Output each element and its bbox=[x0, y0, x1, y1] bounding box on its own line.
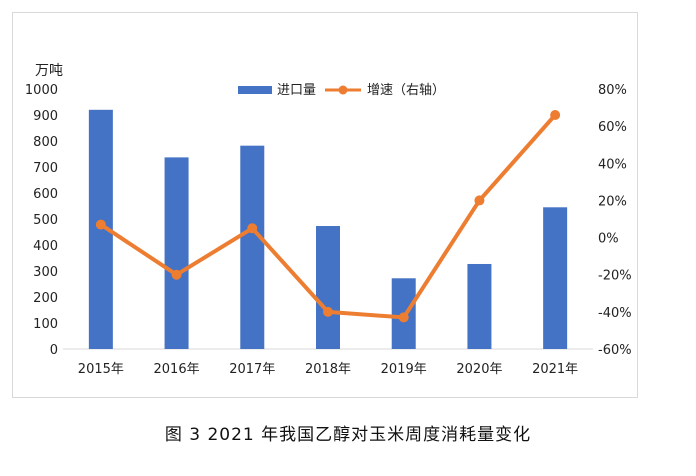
x-tick-label: 2021年 bbox=[532, 362, 578, 377]
bar bbox=[467, 263, 492, 349]
left-axis-unit: 万吨 bbox=[35, 63, 63, 79]
left-tick-label: 300 bbox=[33, 265, 58, 280]
figure-caption: 图 3 2021 年我国乙醇对玉米周度消耗量变化 bbox=[164, 425, 532, 445]
x-tick-label: 2019年 bbox=[381, 362, 427, 377]
line-point bbox=[95, 219, 106, 230]
right-tick-label: 0% bbox=[598, 232, 619, 247]
combo-chart: 万吨 进口量 增速（右轴） 0 100 200 300 400 500 600 700 800 9… bbox=[25, 63, 632, 377]
legend-label-line: 增速（右轴） bbox=[367, 83, 445, 98]
line-point bbox=[247, 223, 258, 234]
right-axis-ticks: -60% -40% -20% 0% 20% 40% 60% 80% bbox=[598, 83, 632, 358]
bar bbox=[316, 226, 340, 349]
chart-frame: 万吨 进口量 增速（右轴） 0 100 200 300 400 500 600 700 800 9… bbox=[12, 12, 638, 398]
left-tick-label: 900 bbox=[33, 109, 58, 124]
left-tick-label: 0 bbox=[50, 343, 58, 358]
right-tick-label: 20% bbox=[598, 194, 627, 209]
legend-marker-line bbox=[338, 85, 348, 95]
right-tick-label: -40% bbox=[598, 306, 632, 321]
left-tick-label: 400 bbox=[33, 239, 58, 254]
right-tick-label: -60% bbox=[598, 343, 632, 358]
x-axis-ticks: 2015年 2016年 2017年 2018年 2019年 2020年 2021年 bbox=[78, 362, 578, 377]
left-tick-label: 500 bbox=[33, 213, 58, 228]
left-tick-label: 800 bbox=[33, 135, 58, 150]
x-tick-label: 2016年 bbox=[154, 362, 200, 377]
legend-label-bar: 进口量 bbox=[277, 83, 316, 98]
line-point bbox=[550, 110, 561, 120]
right-tick-label: -20% bbox=[598, 269, 632, 284]
line-point bbox=[474, 195, 485, 206]
line-series bbox=[95, 110, 561, 323]
x-tick-label: 2015年 bbox=[78, 362, 124, 377]
line-point bbox=[323, 306, 333, 317]
right-tick-label: 80% bbox=[598, 83, 627, 98]
right-tick-label: 40% bbox=[598, 157, 627, 172]
x-tick-label: 2020年 bbox=[456, 362, 502, 377]
legend: 进口量 增速（右轴） bbox=[238, 83, 445, 98]
legend-swatch-bar bbox=[238, 86, 272, 94]
left-tick-label: 100 bbox=[33, 317, 58, 332]
bar bbox=[164, 157, 189, 349]
x-tick-label: 2017年 bbox=[229, 362, 275, 377]
right-tick-label: 60% bbox=[598, 120, 627, 135]
line-point bbox=[398, 312, 409, 323]
bar bbox=[543, 207, 568, 349]
line-point bbox=[171, 269, 182, 280]
bar bbox=[240, 145, 265, 349]
left-tick-label: 700 bbox=[33, 161, 58, 176]
left-tick-label: 1000 bbox=[25, 83, 58, 98]
x-tick-label: 2018年 bbox=[305, 362, 351, 377]
left-axis-ticks: 0 100 200 300 400 500 600 700 800 900 1000 bbox=[25, 83, 58, 358]
left-tick-label: 200 bbox=[33, 291, 58, 306]
left-tick-label: 600 bbox=[33, 187, 58, 202]
